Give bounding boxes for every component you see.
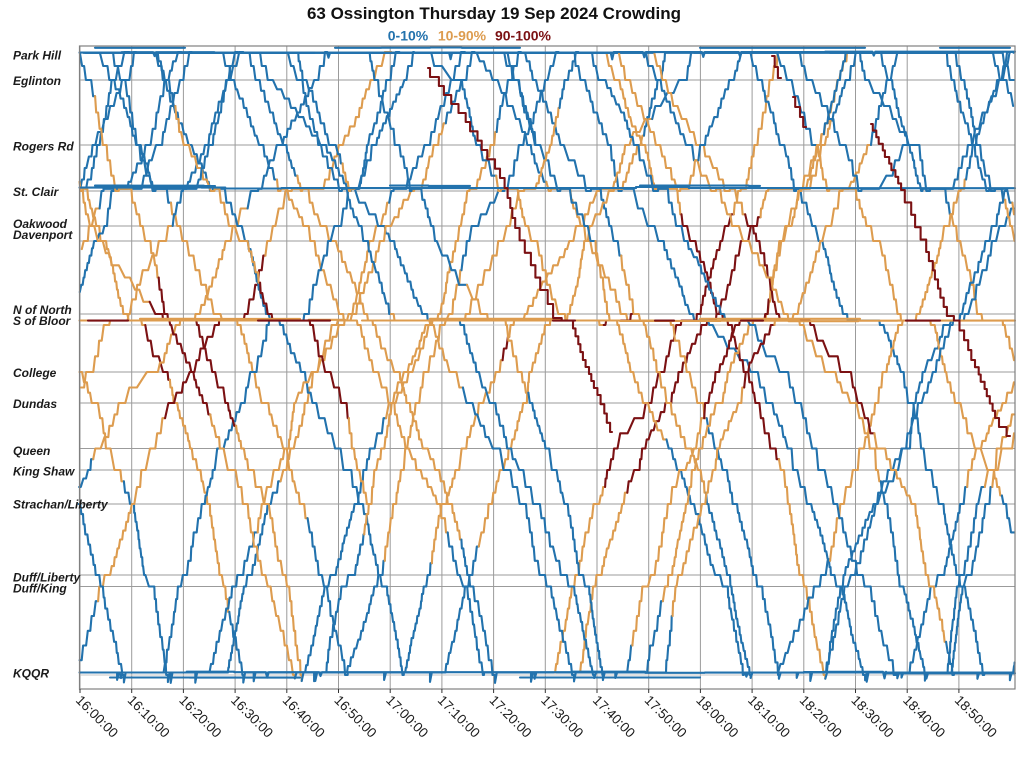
svg-text:Park Hill: Park Hill (13, 49, 62, 63)
svg-text:Queen: Queen (13, 444, 50, 458)
svg-text:Duff/King: Duff/King (13, 582, 67, 596)
svg-text:St. Clair: St. Clair (13, 185, 60, 199)
svg-text:S of Bloor: S of Bloor (13, 314, 72, 328)
svg-text:King Shaw: King Shaw (13, 465, 75, 479)
svg-text:Davenport: Davenport (13, 228, 73, 242)
svg-text:Dundas: Dundas (13, 397, 57, 411)
svg-text:0-10%: 0-10% (388, 28, 429, 44)
svg-text:Rogers Rd: Rogers Rd (13, 140, 74, 154)
svg-text:Duff/Liberty: Duff/Liberty (13, 571, 81, 585)
svg-text:Oakwood: Oakwood (13, 217, 68, 231)
svg-text:Strachan/Liberty: Strachan/Liberty (13, 498, 109, 512)
svg-text:KQQR: KQQR (13, 667, 49, 681)
svg-text:N of North: N of North (13, 303, 72, 317)
svg-text:Eglinton: Eglinton (13, 74, 61, 88)
svg-text:College: College (13, 366, 57, 380)
svg-text:10-90%: 10-90% (438, 28, 487, 44)
svg-text:90-100%: 90-100% (495, 28, 552, 44)
svg-text:63 Ossington Thursday 19 Sep 2: 63 Ossington Thursday 19 Sep 2024 Crowdi… (307, 4, 681, 23)
